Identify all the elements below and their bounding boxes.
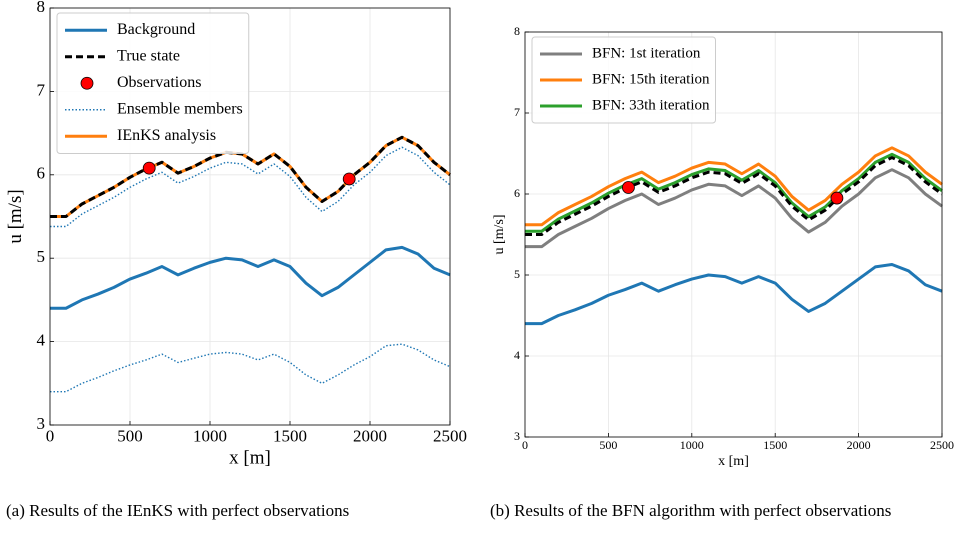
x-tick-label: 2000 xyxy=(847,438,871,452)
observation-point xyxy=(342,172,356,186)
series-line xyxy=(50,343,451,393)
observation-point xyxy=(830,191,844,205)
plot-frame xyxy=(49,7,451,426)
y-tick-label: 4 xyxy=(514,348,520,362)
x-tick-label: 1000 xyxy=(680,438,704,452)
y-tick-label: 6 xyxy=(514,186,520,200)
x-axis-label: x [m] xyxy=(229,447,271,468)
x-tick-label: 2000 xyxy=(353,427,387,446)
x-tick-label: 1500 xyxy=(763,438,787,452)
legend-marker xyxy=(80,76,94,90)
series-line xyxy=(525,146,943,227)
series-line xyxy=(50,135,451,218)
y-tick-label: 7 xyxy=(514,105,520,119)
y-tick-label: 5 xyxy=(514,267,520,281)
series-line xyxy=(525,262,943,326)
plot-frame xyxy=(524,31,943,438)
legend-box xyxy=(56,12,250,154)
y-tick-label: 3 xyxy=(514,429,520,443)
observation-point xyxy=(622,181,635,194)
y-tick-label: 4 xyxy=(37,331,46,350)
x-tick-label: 0 xyxy=(46,427,55,446)
x-axis-label: x [m] xyxy=(718,454,749,469)
legend-label: IEnKS analysis xyxy=(117,127,216,144)
x-tick-label: 500 xyxy=(599,438,617,452)
series-line xyxy=(525,152,943,233)
series-line xyxy=(50,245,451,310)
y-axis-label: u [m/s] xyxy=(5,189,26,243)
x-tick-label: 1000 xyxy=(193,427,227,446)
legend-label: Observations xyxy=(117,74,201,91)
legend-label: True state xyxy=(117,47,180,64)
legend-label: BFN: 33th iteration xyxy=(592,97,710,113)
legend-label: Ensemble members xyxy=(117,100,243,117)
y-tick-label: 8 xyxy=(37,0,46,16)
x-tick-label: 0 xyxy=(522,438,528,452)
series-line xyxy=(525,156,943,236)
legend-label: Background xyxy=(117,21,195,38)
legend-label: BFN: 15th iteration xyxy=(592,71,710,87)
legend-label: BFN: 1st iteration xyxy=(592,45,701,61)
y-tick-label: 6 xyxy=(37,164,46,183)
legend-box xyxy=(531,36,716,124)
series-line xyxy=(525,168,943,249)
observation-point xyxy=(142,161,156,175)
x-tick-label: 2500 xyxy=(930,438,954,452)
caption: (b) Results of the BFN algorithm with pe… xyxy=(490,501,892,520)
y-tick-label: 8 xyxy=(514,24,520,38)
x-tick-label: 2500 xyxy=(433,427,467,446)
caption: (a) Results of the IEnKS with perfect ob… xyxy=(6,501,350,520)
y-tick-label: 7 xyxy=(37,80,46,99)
x-tick-label: 500 xyxy=(117,427,143,446)
y-tick-label: 5 xyxy=(37,247,46,266)
x-tick-label: 1500 xyxy=(273,427,307,446)
y-tick-label: 3 xyxy=(37,414,46,433)
y-axis-label: u [m/s] xyxy=(492,214,507,254)
